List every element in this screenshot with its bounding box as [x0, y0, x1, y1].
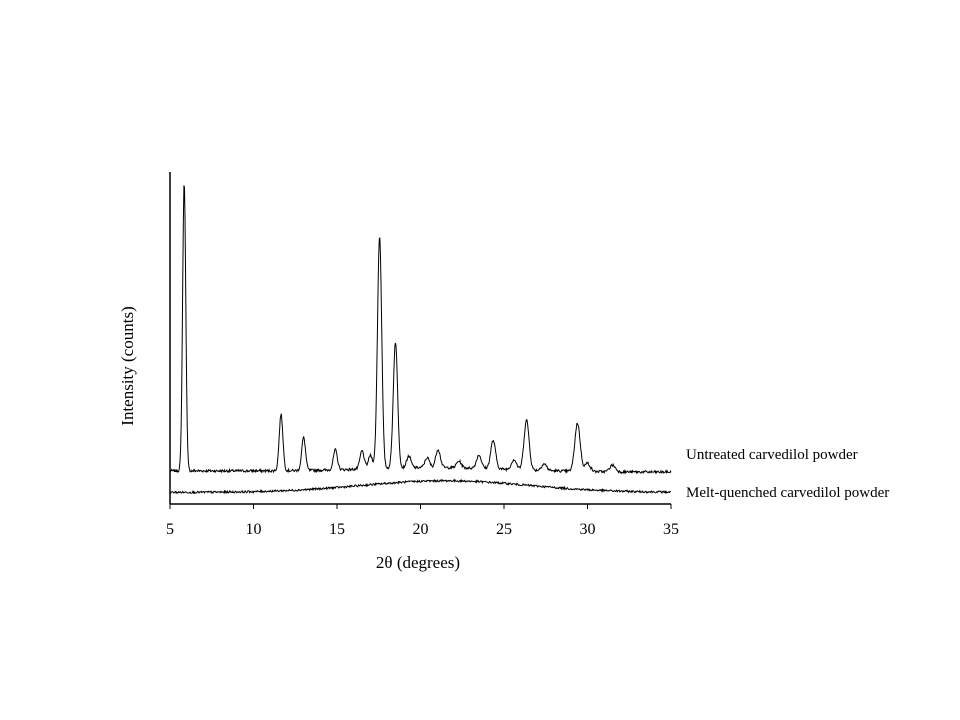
x-tick-label: 20 — [413, 521, 429, 538]
x-tick-label: 35 — [663, 521, 679, 538]
series-line-melt-quenched — [169, 478, 671, 495]
x-tick-label: 25 — [496, 521, 512, 538]
series-line-untreated — [169, 185, 672, 475]
series-label-melt-quenched: Melt-quenched carvedilol powder — [686, 485, 889, 501]
x-tick-label: 30 — [580, 521, 596, 538]
y-axis-label: Intensity (counts) — [118, 306, 137, 425]
x-axis-label: 2θ (degrees) — [376, 553, 460, 572]
x-tick-label: 15 — [329, 521, 345, 538]
plot-area: 5 10 15 20 25 30 35 — [166, 172, 679, 538]
x-tick-label: 5 — [166, 521, 174, 538]
series-layer — [169, 185, 672, 495]
x-tick-label: 10 — [246, 521, 262, 538]
series-label-untreated: Untreated carvedilol powder — [686, 447, 858, 463]
x-ticks: 5 10 15 20 25 30 35 — [166, 504, 679, 538]
